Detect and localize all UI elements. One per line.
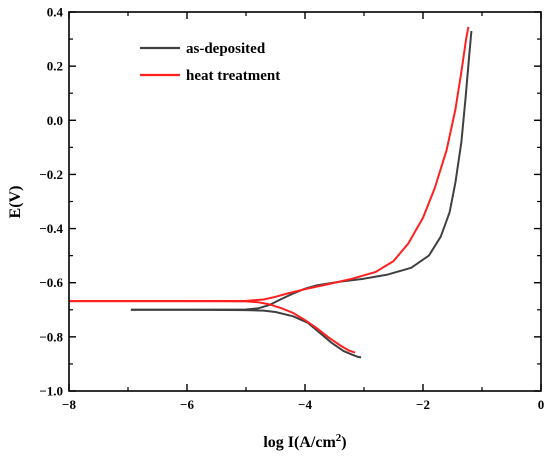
y-tick-label: −0.2: [39, 167, 63, 182]
y-tick-label: 0.0: [47, 113, 63, 128]
y-axis-title: E(V): [7, 186, 24, 219]
series-line-as-deposited-cathodic: [130, 308, 362, 359]
series-line-as-deposited-anodic: [130, 30, 473, 311]
y-tick-label: −0.8: [39, 329, 63, 344]
x-tick-label: −6: [180, 397, 194, 412]
legend: as-deposited heat treatment: [140, 41, 280, 84]
y-tick-label: 0.2: [47, 59, 63, 74]
y-tick-label: −0.4: [39, 221, 63, 236]
plot-frame: [68, 11, 542, 392]
legend-label-as-deposited: as-deposited: [186, 41, 266, 57]
y-tick-label: 0.4: [47, 5, 64, 20]
x-tick-label: −8: [62, 397, 76, 412]
legend-label-heat-treatment: heat treatment: [186, 68, 280, 84]
y-tick-label: −1.0: [39, 384, 63, 399]
y-tick-label: −0.6: [39, 275, 63, 290]
x-axis-title: log I(A/cm2): [263, 432, 346, 451]
x-tick-label: 0: [538, 397, 545, 412]
x-tick-label: −2: [416, 397, 430, 412]
series-line-heat-treatment-anodic: [69, 26, 470, 303]
x-tick-label: −4: [298, 397, 312, 412]
